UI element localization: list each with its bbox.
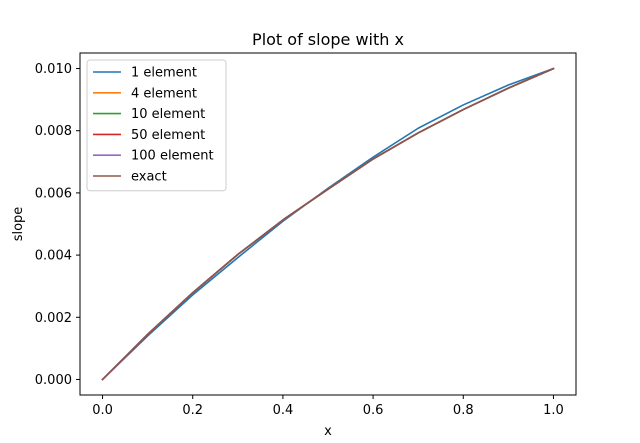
y-tick-label: 0.006: [35, 186, 72, 201]
series-layer: [101, 67, 555, 381]
legend-label: 4 element: [131, 86, 197, 101]
legend-label: 1 element: [131, 66, 197, 81]
x-tick-label: 0.6: [363, 403, 384, 418]
x-tick-label: 0.8: [453, 403, 474, 418]
y-axis: 0.000 0.002 0.004 0.006 0.008 0.010: [35, 62, 80, 388]
y-tick-label: 0.010: [35, 62, 72, 77]
series-line-6: [101, 67, 555, 381]
x-tick-label: 0.4: [273, 403, 294, 418]
y-tick-label: 0.002: [35, 311, 72, 326]
x-axis-title: x: [324, 424, 332, 439]
legend-label: exact: [131, 170, 167, 185]
y-tick-label: 0.008: [35, 124, 72, 139]
y-tick-label: 0.000: [35, 373, 72, 388]
chart-title: Plot of slope with x: [252, 30, 404, 49]
legend-box: [86, 59, 227, 192]
y-tick-label: 0.004: [35, 249, 72, 264]
legend-label: 100 element: [131, 149, 214, 164]
legend-label: 10 element: [131, 107, 205, 122]
x-tick-label: 1.0: [543, 403, 564, 418]
y-axis-title: slope: [11, 207, 26, 242]
legend-label: 50 element: [131, 128, 205, 143]
x-tick-label: 0.2: [182, 403, 203, 418]
plot-frame: [79, 52, 577, 396]
x-tick-label: 0.0: [92, 403, 113, 418]
x-axis: 0.0 0.2 0.4 0.6 0.8 1.0: [92, 395, 564, 418]
legend: 1 element 4 element 10 element 50 element 10…: [86, 59, 227, 192]
